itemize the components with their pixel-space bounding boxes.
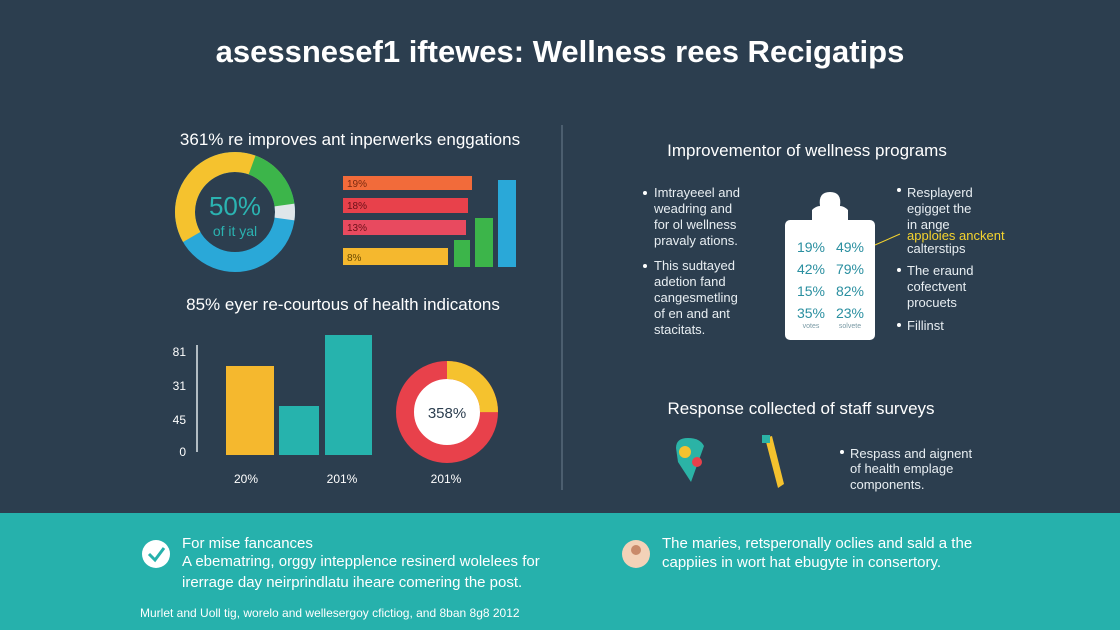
section-title: 85% eyer re-courtous of health indicaton… (186, 295, 500, 314)
list-item: Respass and aignent of health emplage comp… (850, 446, 973, 492)
board-value: 82% (836, 283, 864, 299)
clipboard (785, 192, 875, 340)
section-title: 361% re improves ant inperwerks enggatio… (180, 130, 520, 149)
bar-label: 19% (347, 179, 367, 190)
icon-cap (762, 435, 770, 443)
bullet (643, 191, 647, 195)
list-item: calterstips (907, 241, 966, 256)
ring-label: 358% (428, 405, 466, 422)
icon-dot (692, 457, 702, 467)
column (226, 366, 274, 455)
bullet (897, 188, 901, 192)
board-note: votes (803, 323, 820, 330)
avatar-head (631, 545, 641, 555)
bullet (840, 450, 844, 454)
bar-label: 13% (347, 223, 367, 234)
heart-icon (676, 438, 704, 482)
footer-text: A ebematring, orggy intepplence resinerd… (182, 553, 540, 591)
column (498, 180, 516, 267)
bullet (897, 268, 901, 272)
bar (343, 198, 468, 213)
y-label: 81 (173, 345, 187, 359)
check-icon (142, 540, 170, 568)
donut-sublabel: of it yal (213, 223, 257, 239)
clip (812, 192, 848, 222)
donut-segment (175, 152, 295, 272)
pencil-icon (762, 435, 784, 488)
bar (343, 220, 466, 235)
list-item: Resplayerd egigget the in ange (907, 185, 973, 232)
board-value: 19% (797, 239, 825, 255)
bar-label: 8% (347, 253, 362, 264)
x-label: 201% (431, 472, 462, 486)
y-label: 45 (173, 413, 187, 427)
board-value: 49% (836, 239, 864, 255)
footer-note: Murlet and Uoll tig, worelo and welleser… (140, 606, 520, 620)
board-value: 79% (836, 261, 864, 277)
section-title: Response collected of staff surveys (667, 399, 934, 418)
y-label: 0 (179, 445, 186, 459)
y-label: 31 (173, 379, 187, 393)
x-label: 20% (234, 472, 258, 486)
column (325, 335, 372, 455)
footer-band (0, 513, 1120, 630)
donut-segment (175, 152, 295, 272)
board-value: 42% (797, 261, 825, 277)
board (785, 220, 875, 340)
list-item: The eraund cofectvent procuets (907, 263, 974, 310)
board-value: 15% (797, 283, 825, 299)
section-title: Improvementor of wellness programs (667, 141, 947, 160)
bullet (897, 323, 901, 327)
list-item: Fillinst (907, 318, 944, 333)
icon-shape (765, 436, 784, 488)
highlight-item: apploies anckent (907, 228, 1005, 243)
list-item: This sudtayed adetion fand cangesmetling of… (654, 258, 738, 337)
board-value: 35% (797, 305, 825, 321)
donut-label: 50% (209, 191, 261, 221)
x-label: 201% (327, 472, 358, 486)
footer-text: The maries, retsperonally oclies and sal… (662, 535, 972, 571)
column (454, 240, 470, 267)
check-mark (147, 547, 166, 563)
footer-title: For mise fancances (182, 535, 313, 552)
ring-center (405, 370, 489, 454)
page-title: asessnesef1 iftewes: Wellness rees Recig… (216, 34, 905, 69)
donut-segment (175, 152, 295, 272)
list-item: Imtrayeeel and weadring and for ol wellnes… (653, 185, 740, 248)
bar-label: 18% (347, 201, 367, 212)
ring-segment (396, 361, 498, 463)
board-value: 23% (836, 305, 864, 321)
icon-dot (679, 446, 691, 458)
donut (175, 152, 295, 272)
bar (343, 176, 472, 190)
bullet (643, 264, 647, 268)
pointer (874, 233, 901, 246)
board-note: solvete (839, 323, 861, 330)
column (279, 406, 319, 455)
column (475, 218, 493, 267)
bar (343, 248, 448, 265)
board-values: 19% 49% 42% 79% 15% 82% 35% 23% (797, 239, 864, 321)
